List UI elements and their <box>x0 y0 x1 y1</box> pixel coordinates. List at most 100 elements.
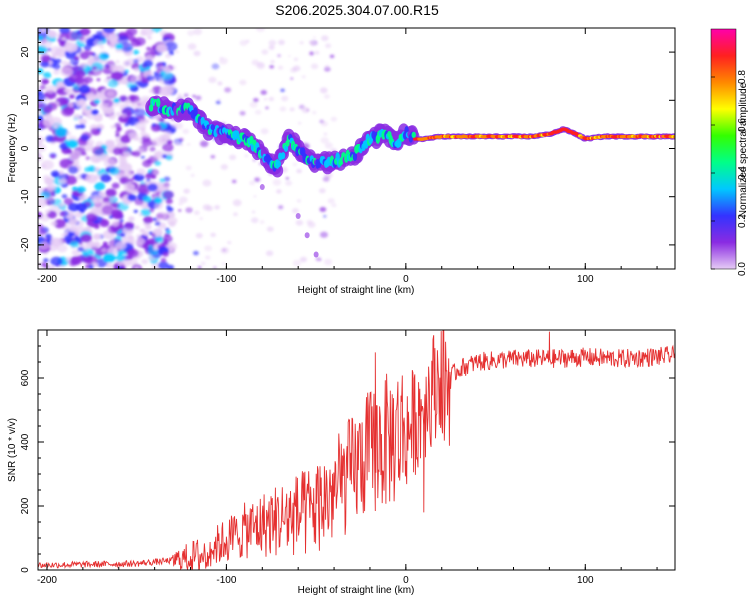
spectrogram-cell <box>195 95 202 101</box>
spectrogram-cell <box>71 186 78 191</box>
spectrogram-streak <box>304 232 310 239</box>
spectrogram-cell <box>78 196 85 201</box>
spectrogram-cell <box>193 210 200 215</box>
spectrogram-cell <box>111 182 120 189</box>
snr-x-tick-label: -100 <box>216 575 236 586</box>
spectrogram-cell <box>78 118 88 125</box>
spectrogram-cell <box>66 149 73 155</box>
spectrogram-cell <box>154 160 162 166</box>
spectrogram-cell <box>61 194 68 199</box>
spectrogram-cell <box>136 183 150 194</box>
spectrogram-cell <box>124 123 129 127</box>
spectrogram-cell <box>249 180 256 186</box>
spectrogram-cell <box>162 85 176 96</box>
spectrogram-cell <box>301 75 306 79</box>
colorbar-tick-label: 0.6 <box>737 118 748 132</box>
spectrogram-cell <box>140 30 147 36</box>
spectrogram-cell <box>153 246 159 251</box>
spectrogram-ridge-core <box>672 135 675 139</box>
spectrogram-cell <box>146 75 155 82</box>
spectrogram-cell <box>183 93 189 98</box>
spectrogram-cell <box>70 256 82 265</box>
spectrogram-cell <box>80 134 90 141</box>
spectrogram-cell <box>163 176 171 182</box>
spectrogram-cell <box>219 57 228 65</box>
snr-y-tick-label: 0 <box>20 567 31 573</box>
spectrogram-cell <box>38 197 42 201</box>
spectrogram-cell <box>233 212 238 217</box>
snr-frame <box>37 329 676 571</box>
spectrogram-cell <box>178 202 183 206</box>
colorbar-tick-label: 0.2 <box>737 214 748 228</box>
spectrogram-cell <box>121 259 132 267</box>
spectrogram-cell <box>109 64 119 72</box>
spectrogram-cell <box>190 173 195 177</box>
spectrogram-cell <box>49 46 62 56</box>
spectrogram-cell <box>44 177 55 185</box>
spectrogram-cell <box>79 28 91 36</box>
spectrogram-x-ticks: -200 -100 0 100 <box>37 28 658 285</box>
spectrogram-cell <box>56 244 68 253</box>
spectrogram-cell <box>68 102 75 108</box>
spectrogram-cell <box>40 54 51 63</box>
spectrogram-cell <box>135 80 142 86</box>
spectrogram-cell <box>38 135 44 144</box>
spectrogram-cell <box>45 85 56 94</box>
spectrogram-cell <box>122 60 132 67</box>
spectrogram-cell <box>185 165 192 171</box>
spectrogram-marks <box>38 28 675 269</box>
spectrogram-cell <box>66 31 79 41</box>
spectrogram-cell <box>220 247 230 254</box>
spectrogram-cell <box>290 77 294 80</box>
spectrogram-cell <box>85 213 98 222</box>
spectrogram-cell <box>156 43 168 53</box>
spectrogram-cell <box>65 41 71 46</box>
spectrogram-cell <box>86 139 95 146</box>
spectrogram-cell <box>239 110 246 116</box>
spectrogram-cell <box>135 238 146 246</box>
spectrogram-cell <box>114 43 124 50</box>
spectrogram-streak <box>295 212 301 219</box>
spectrogram-cell <box>231 179 237 184</box>
spectrogram-cell <box>319 87 328 94</box>
spectrogram-x-axis-label: Height of straight line (km) <box>298 285 415 296</box>
colorbar-ticks: 0.0 0.2 0.4 0.6 0.8 <box>711 70 748 276</box>
spectrogram-cell <box>50 154 55 159</box>
spectrogram-cell <box>115 60 120 64</box>
snr-x-tick-label: 0 <box>403 575 409 586</box>
spectrogram-cell <box>85 156 91 161</box>
spectrogram-cell <box>266 226 274 232</box>
spectrogram-ridge-core <box>156 98 161 108</box>
spectrogram-cell <box>75 202 88 212</box>
spectrogram-cell <box>115 254 125 262</box>
spectrogram-cell <box>285 180 293 186</box>
spectrogram-cell <box>134 121 147 130</box>
spectrogram-cell <box>118 95 128 103</box>
spectrogram-cell <box>197 265 202 269</box>
spectrogram-cell <box>252 159 256 162</box>
spectrogram-cell <box>324 142 333 149</box>
spectrogram-cell <box>40 262 47 267</box>
spectrogram-cell <box>156 184 166 192</box>
spectrogram-cell <box>331 203 337 208</box>
spectrogram-cell <box>42 72 52 79</box>
spectrogram-cell <box>193 28 202 36</box>
spectrogram-cell <box>107 79 119 88</box>
spectrogram-cell <box>239 79 247 86</box>
spectrogram-cell <box>127 248 139 258</box>
colorbar-label: Normalized spectral amplitude <box>738 82 749 217</box>
spectrogram-cell <box>244 154 249 158</box>
spectrogram-cell <box>110 124 116 129</box>
spectrogram-cell <box>108 166 120 176</box>
spectrogram-cell <box>42 118 55 127</box>
spectrogram-cell <box>125 100 130 104</box>
spectrogram-cell <box>131 62 141 70</box>
spectrogram-cell <box>117 262 123 266</box>
spectrogram-cell <box>165 53 172 59</box>
spectrogram-cell <box>268 45 275 50</box>
spectrogram-cell <box>98 52 109 61</box>
spectrogram-cell <box>93 98 101 104</box>
spectrogram-cell <box>69 58 80 66</box>
spectrogram-cell <box>312 111 317 115</box>
